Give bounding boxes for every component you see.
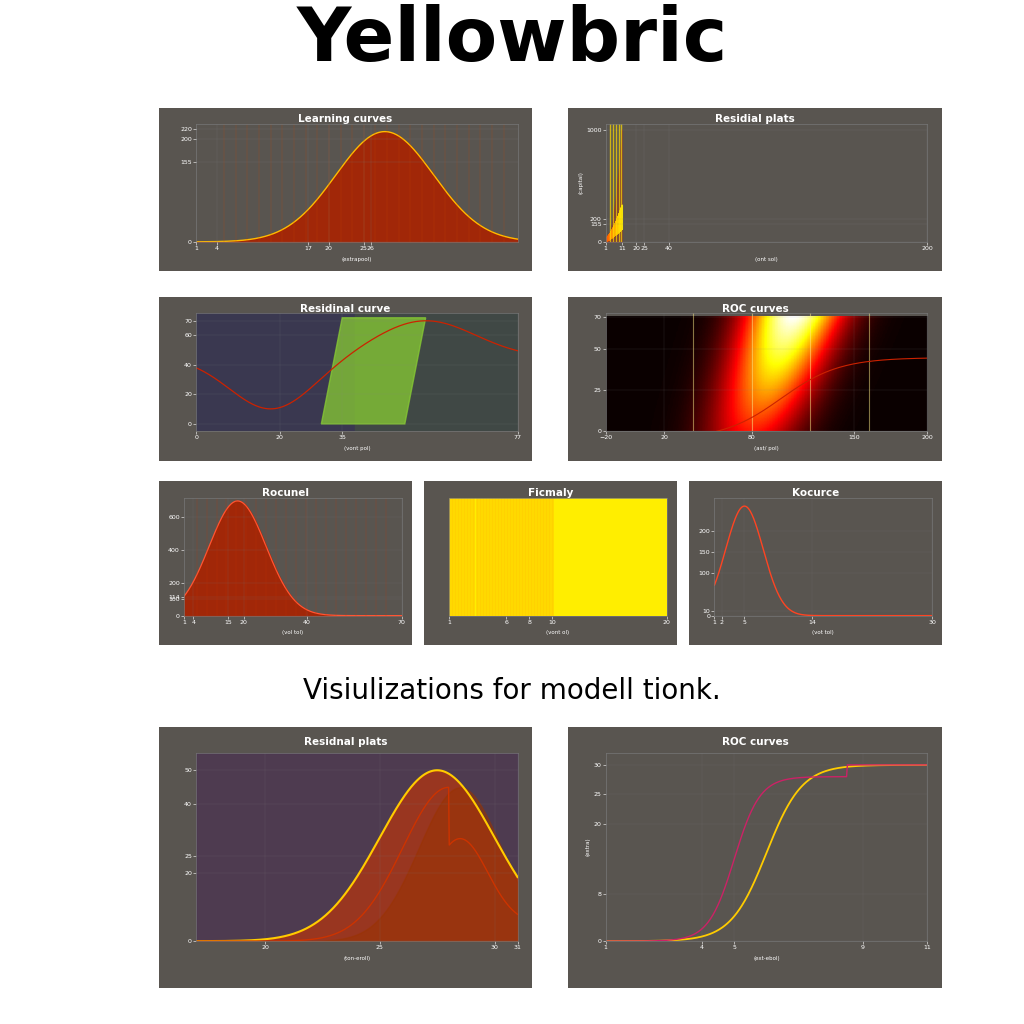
X-axis label: (ton-eroll): (ton-eroll): [343, 955, 371, 961]
X-axis label: (vont ol): (vont ol): [547, 631, 569, 635]
Text: Yellowbric: Yellowbric: [296, 4, 728, 78]
X-axis label: (ast/ pol): (ast/ pol): [754, 446, 779, 451]
Bar: [197, 313, 354, 431]
Text: Residnal plats: Residnal plats: [304, 737, 387, 748]
X-axis label: (ont sol): (ont sol): [755, 257, 778, 261]
Text: Residial plats: Residial plats: [716, 114, 795, 124]
X-axis label: (extrapool): (extrapool): [342, 257, 372, 261]
Text: Ficmaly: Ficmaly: [527, 487, 573, 498]
X-axis label: (vont pol): (vont pol): [343, 446, 370, 451]
Text: Rocunel: Rocunel: [262, 487, 308, 498]
X-axis label: (vol tol): (vol tol): [283, 631, 303, 635]
Text: Visiulizations for modell tionk.: Visiulizations for modell tionk.: [303, 677, 721, 706]
Y-axis label: (capital): (capital): [579, 171, 584, 195]
Text: ROC curves: ROC curves: [722, 737, 788, 748]
Bar: [354, 313, 517, 431]
Text: Kocurce: Kocurce: [792, 487, 840, 498]
Y-axis label: (extra): (extra): [586, 838, 591, 856]
Text: Residinal curve: Residinal curve: [300, 303, 391, 313]
Text: ROC curves: ROC curves: [722, 303, 788, 313]
Text: Learning curves: Learning curves: [298, 114, 393, 124]
X-axis label: (vot tol): (vot tol): [812, 631, 835, 635]
X-axis label: (ext-ebol): (ext-ebol): [753, 955, 779, 961]
Polygon shape: [322, 317, 426, 424]
